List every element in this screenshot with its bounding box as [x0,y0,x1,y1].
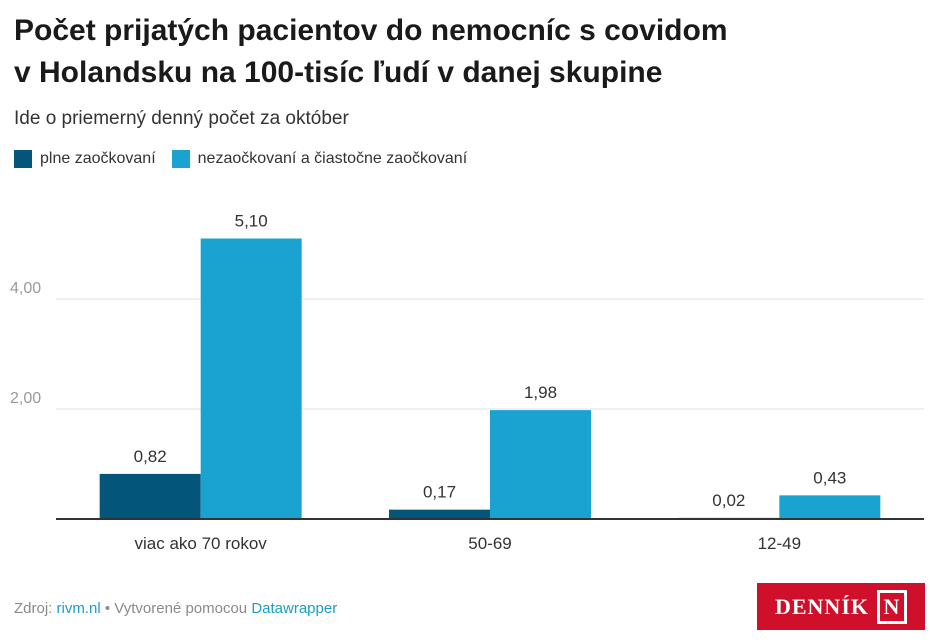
legend-label-not-fully: nezaočkovaní a čiastočne zaočkovaní [197,150,468,167]
x-category-label: 50-69 [468,534,511,553]
y-tick-label: 4,00 [10,280,41,297]
title-line-2: v Holandsku na 100-tisíc ľudí v danej sk… [14,56,663,89]
title-line-1: Počet prijatých pacientov do nemocníc s … [14,14,728,47]
footer: Zdroj: rivm.nl • Vytvorené pomocou Dataw… [14,600,337,617]
legend-item-fully: plne zaočkovaní [14,150,156,168]
x-category-label: 12-49 [758,534,801,553]
bar-value-label: 0,43 [813,468,846,487]
datawrapper-link[interactable]: Datawrapper [251,600,338,617]
bar [389,509,490,519]
made-with-label: Vytvorené pomocou [114,600,248,617]
legend-swatch-not-fully [171,150,190,168]
dennik-n-logo[interactable]: DENNÍK N [757,583,925,630]
chart-subtitle: Ide o priemerný denný počet za október [14,108,349,129]
footer-separator: • [104,600,111,617]
legend-swatch-fully [14,150,32,168]
x-category-label: viac ako 70 rokov [135,534,268,553]
chart-title: Počet prijatých pacientov do nemocníc s … [14,10,914,94]
y-tick-label: 2,00 [10,390,41,407]
bar [490,410,591,519]
bar-value-label: 0,82 [134,447,167,466]
legend: plne zaočkovaní nezaočkovaní a čiastočne… [14,150,483,168]
bar-value-label: 1,98 [524,383,557,402]
bar [200,238,302,519]
source-link[interactable]: rivm.nl [56,600,101,617]
logo-text: DENNÍK [774,593,869,619]
bar [779,495,881,519]
legend-item-not-fully: nezaočkovaní a čiastočne zaočkovaní [171,150,468,168]
bar-chart: 2,00 4,00 0,82 5,10 viac ako 70 rokov 0,17 1,9… [10,212,924,553]
bar [99,473,201,519]
logo-n-mark: N [877,589,907,624]
bar-value-label: 0,02 [712,491,745,510]
bar-value-label: 5,10 [235,212,268,231]
source-label: Zdroj: [14,600,53,617]
legend-label-fully: plne zaočkovaní [40,150,156,167]
bar-value-label: 0,17 [423,483,456,502]
